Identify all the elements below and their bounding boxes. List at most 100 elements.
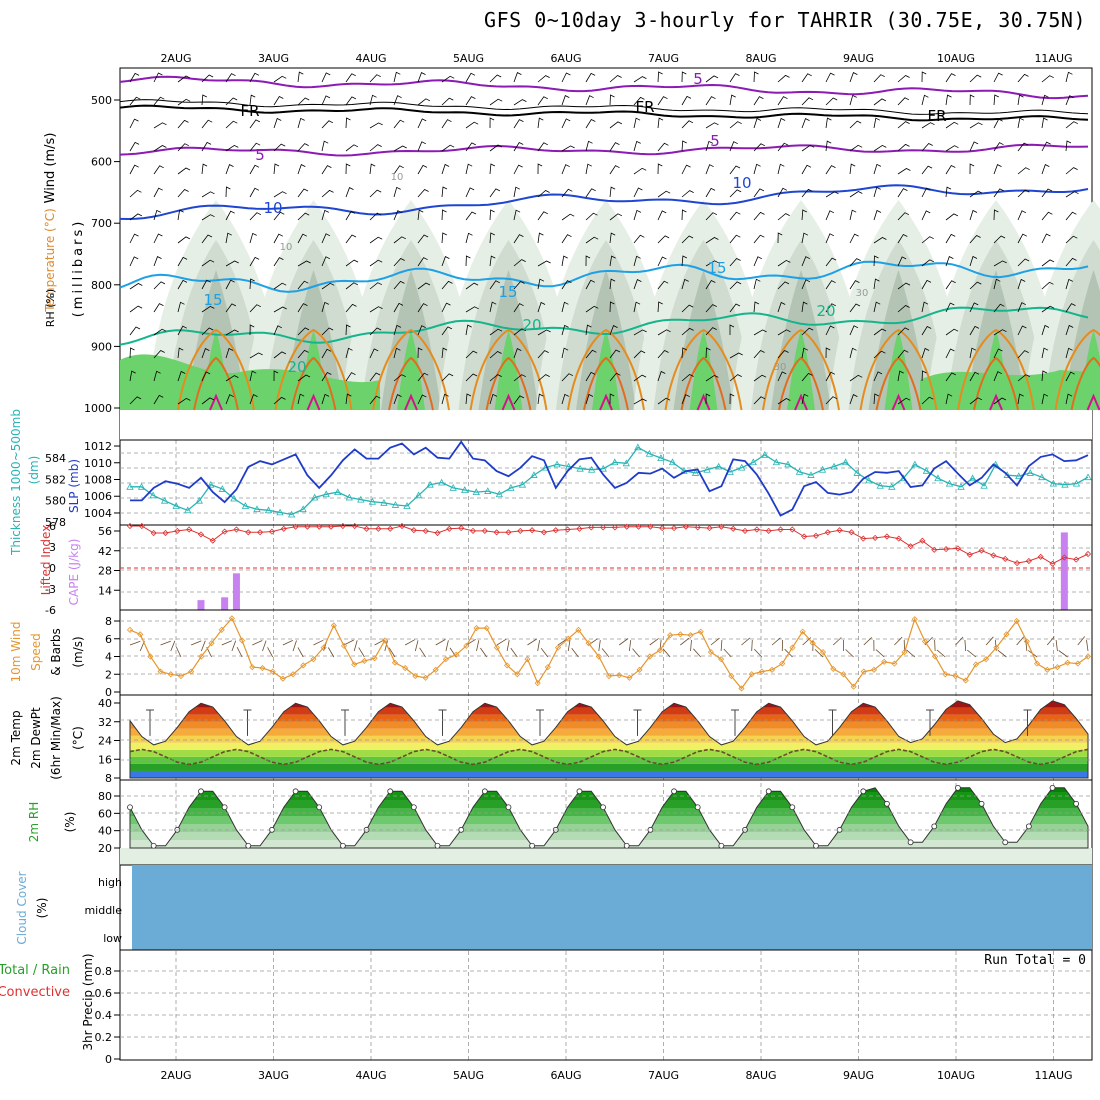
wind-barb	[681, 327, 694, 336]
lifted-index-marker	[138, 522, 145, 530]
contour-25	[859, 328, 938, 411]
wind-barb-10m	[601, 648, 610, 658]
contour-35	[599, 393, 613, 411]
wind-barb	[969, 397, 983, 405]
wind-barb	[777, 259, 791, 267]
wind-speed-marker	[687, 632, 694, 639]
lifted-index-marker	[1037, 553, 1044, 560]
lifted-index-marker	[375, 525, 382, 532]
wind-barb	[129, 305, 143, 313]
thickness-marker	[126, 482, 134, 490]
wind-barb	[705, 122, 719, 129]
wind-barb	[345, 347, 353, 359]
wind-barb	[561, 255, 568, 267]
wind-barb	[417, 189, 429, 198]
rh-band	[130, 840, 1088, 848]
thickness-marker	[968, 474, 977, 482]
wind-barb	[993, 209, 999, 221]
wind-barb	[1065, 191, 1079, 198]
ylabel-cloud-cover: Cloud Cover	[15, 871, 29, 944]
lifted-index-marker	[245, 529, 252, 536]
lifted-index-marker	[576, 525, 583, 532]
wind-barb	[657, 142, 669, 152]
wind-barb	[393, 374, 406, 382]
wind-barb	[657, 71, 663, 83]
slp-tick-label: 1008	[84, 474, 112, 487]
slp-series	[126, 440, 1092, 518]
wind-barb	[801, 118, 810, 129]
contour-25	[567, 328, 645, 411]
wind-barb	[465, 211, 477, 221]
wind-barb	[201, 259, 215, 267]
wind-barb	[321, 327, 334, 336]
minmax-bar	[828, 709, 837, 736]
wind-barb	[321, 140, 329, 152]
thickness-marker	[461, 486, 469, 493]
wind-barb	[537, 75, 550, 83]
wind-barb	[609, 75, 622, 83]
wind-barb	[513, 209, 521, 221]
contour-label: 30	[774, 362, 787, 373]
lifted-index-marker	[670, 525, 678, 532]
wind-barb	[537, 163, 543, 175]
date-label-top: 3AUG	[258, 52, 289, 65]
wind-barb	[873, 74, 885, 83]
lifted-index-marker	[1073, 556, 1080, 563]
wind-barb	[129, 96, 141, 106]
rh-marker	[410, 804, 417, 811]
wind-barb	[993, 260, 1007, 267]
wind-speed-marker	[993, 644, 1000, 651]
wind-speed-marker	[340, 642, 348, 649]
wind-barb	[1017, 233, 1027, 244]
wind-barb-10m	[404, 639, 415, 646]
lifted-index-marker	[422, 527, 429, 534]
wind-barb	[897, 305, 910, 313]
lifted-index-marker	[883, 533, 891, 540]
wind-barb	[1041, 117, 1048, 129]
rh-marker	[127, 804, 133, 811]
wind-barb	[465, 255, 471, 267]
wind-barb	[441, 256, 450, 267]
wind-barb	[345, 73, 356, 83]
wind-speed-marker	[493, 644, 500, 651]
wind-barb	[297, 327, 310, 336]
rh-floor	[120, 848, 1092, 865]
wind-barb	[633, 329, 647, 336]
thickness-marker	[1061, 480, 1069, 488]
slp-line	[130, 440, 1089, 517]
upper-air-panel: 500 600 700 800 900 1000 5 5 5 FR FR FR 10 10 15 15 15 2…	[84, 67, 1100, 441]
ylabel-thickness: Thickness 1000~500mb	[9, 409, 23, 556]
date-label-top: 10AUG	[937, 52, 975, 65]
wind-barb	[225, 394, 234, 405]
contour-35	[306, 393, 321, 411]
wind-barb	[273, 95, 284, 106]
wind-speed-marker	[748, 671, 755, 678]
wind-barb	[585, 72, 596, 83]
wind-barb	[585, 371, 596, 382]
minmax-bar	[633, 709, 642, 736]
wind-barb	[705, 374, 719, 382]
wind-barb	[417, 325, 426, 336]
wind-barb-10m	[252, 640, 263, 646]
wind-barb	[417, 282, 431, 290]
wind-barb	[537, 278, 545, 290]
lifted-index-marker	[493, 529, 500, 536]
wind-barb	[849, 209, 857, 221]
thickness-marker	[761, 450, 769, 458]
slp-panel: 584 582 580 578 1012 1010 1008 1006 1004	[45, 439, 1093, 529]
wind-barb	[273, 75, 287, 83]
wind-barb	[489, 393, 498, 405]
wind-barb	[729, 141, 738, 152]
wind-tick-label: 6	[105, 633, 112, 646]
date-label-top: 2AUG	[160, 52, 191, 65]
wind-speed-marker	[983, 656, 990, 663]
wind-barb-10m	[1077, 636, 1086, 646]
wind-barb	[1041, 281, 1054, 290]
wind-barb-10m	[221, 640, 232, 646]
wind-barb	[201, 74, 214, 83]
wind-barb-10m	[236, 647, 243, 658]
wind-barb	[849, 325, 859, 336]
lifted-index-marker	[327, 523, 335, 530]
rh-shade-green	[494, 330, 523, 410]
wind-barb	[921, 325, 932, 336]
